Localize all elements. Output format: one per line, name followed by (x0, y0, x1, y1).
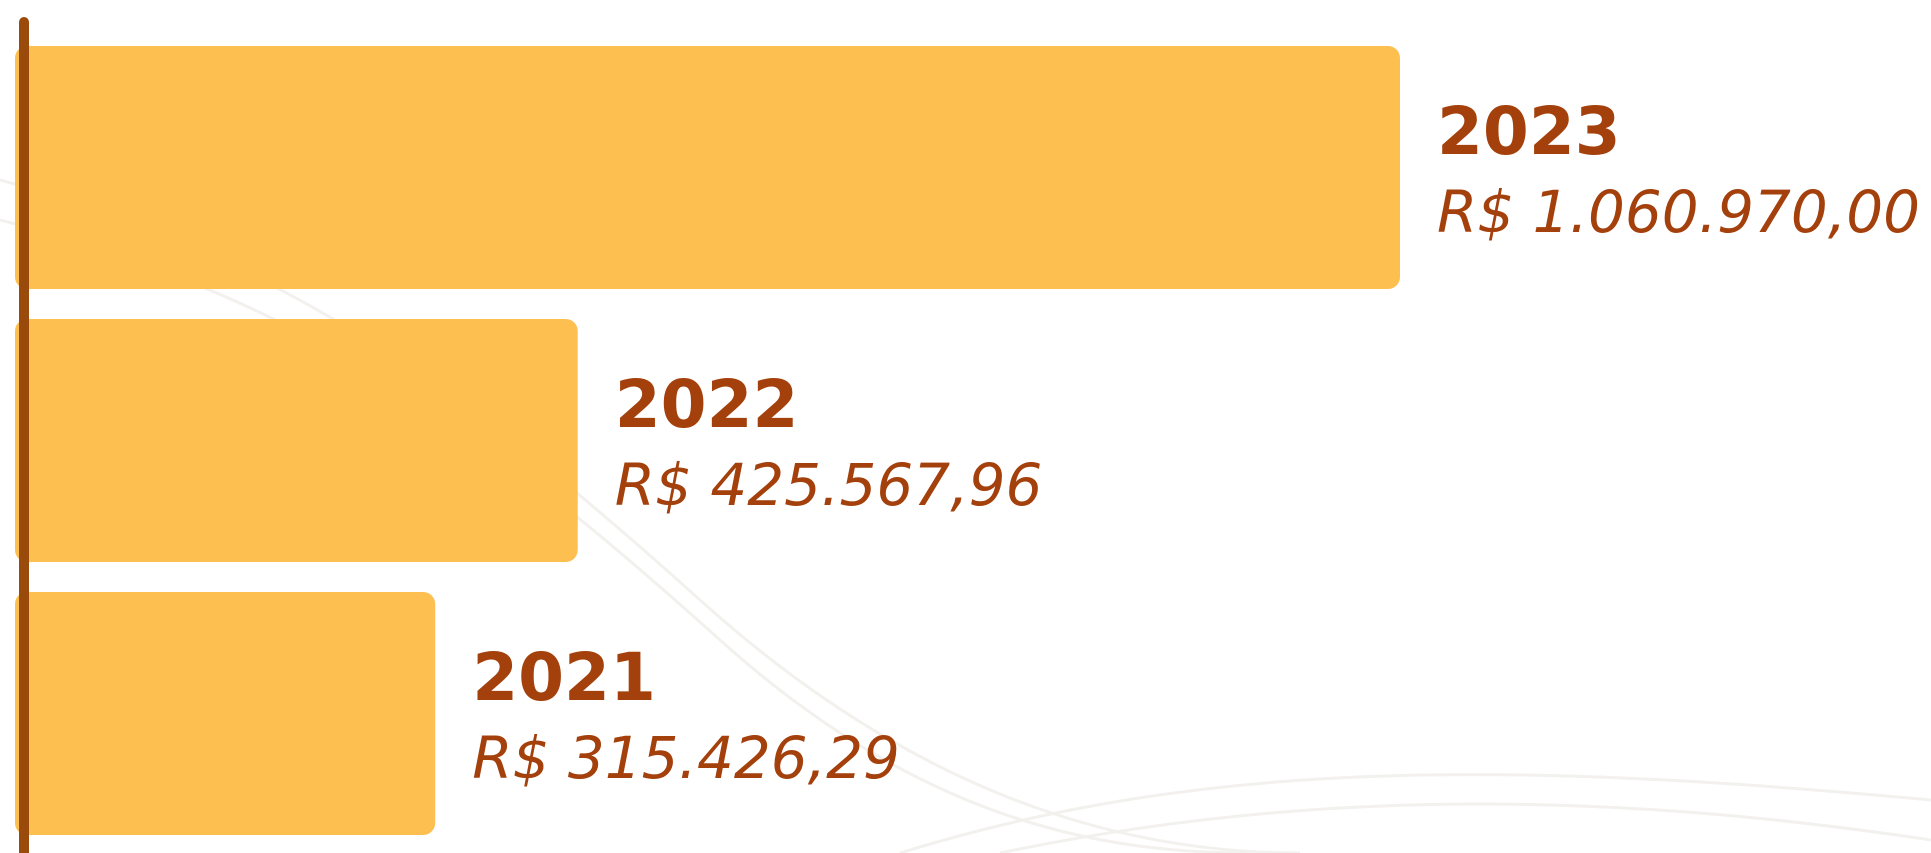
category-label: 2022 (615, 366, 799, 443)
category-label: 2021 (472, 639, 656, 716)
bar (15, 46, 1400, 289)
value-label: R$ 1.060.970,00 (1437, 178, 1920, 246)
value-label: R$ 315.426,29 (472, 724, 900, 792)
bar (15, 319, 578, 562)
value-label: R$ 425.567,96 (615, 451, 1043, 519)
category-label: 2023 (1437, 93, 1621, 170)
bar (15, 592, 436, 835)
